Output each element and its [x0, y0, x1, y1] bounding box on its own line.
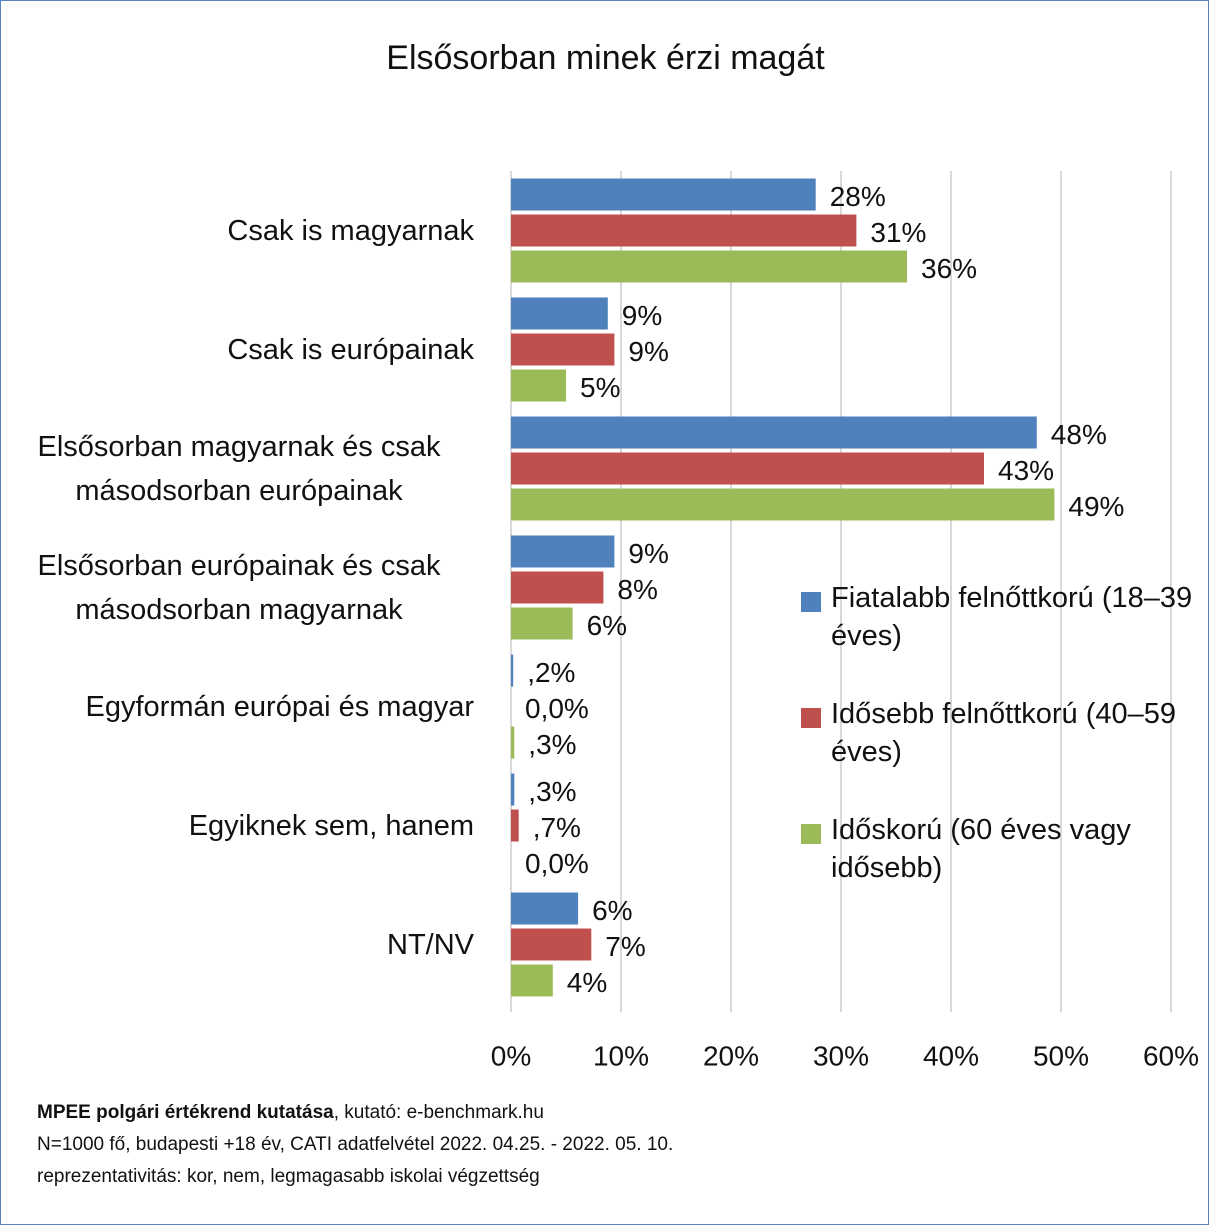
data-label: ,7%: [533, 812, 581, 843]
data-label: 7%: [605, 931, 645, 962]
bar: [511, 809, 519, 842]
data-label: 49%: [1068, 491, 1124, 522]
category-label: NT/NV: [4, 885, 474, 1004]
category-text: Csak is magyarnak: [227, 214, 474, 247]
bar: [511, 178, 816, 211]
legend-entry: Idősebb felnőttkorú (40–59 éves): [801, 695, 1201, 771]
data-label: ,3%: [528, 729, 576, 760]
bar: [511, 369, 566, 402]
data-label: ,3%: [528, 776, 576, 807]
bar: [511, 571, 604, 604]
data-label: 36%: [921, 253, 977, 284]
data-label: 31%: [870, 217, 926, 248]
category-label: Egyformán európai és magyar: [4, 647, 474, 766]
legend-label: Fiatalabb felnőttkorú (18–39 éves): [831, 582, 1193, 652]
category-label: Csak is európainak: [4, 290, 474, 409]
x-tick-label: 20%: [703, 1040, 759, 1071]
source: MPEE polgári értékrend kutatása, kutató:…: [37, 1097, 673, 1129]
category-label: Csak is magyarnak: [4, 171, 474, 290]
category-text: Egyformán európai és magyar: [85, 690, 474, 723]
data-label: 6%: [587, 610, 627, 641]
bar: [511, 333, 615, 366]
source-bold: MPEE polgári értékrend kutatása: [37, 1102, 334, 1123]
bar: [511, 214, 857, 247]
bar: [511, 964, 553, 997]
legend-swatch: [801, 592, 821, 612]
category-label: Egyiknek sem, hanem: [4, 766, 474, 885]
data-label: 6%: [592, 895, 632, 926]
bar: [511, 726, 515, 759]
category-label: Elsősorban európainak és csak másodsorba…: [4, 528, 474, 647]
bar: [511, 928, 592, 961]
bar: [511, 892, 579, 925]
data-label: 48%: [1051, 419, 1107, 450]
x-tick-label: 40%: [923, 1040, 979, 1071]
note: N=1000 fő, budapesti +18 év, CATI adatfe…: [37, 1134, 674, 1155]
bar: [511, 250, 907, 283]
x-tick-label: 50%: [1033, 1040, 1089, 1071]
legend-swatch: [801, 708, 821, 728]
data-label: 43%: [998, 455, 1054, 486]
x-tick-label: 60%: [1143, 1040, 1199, 1071]
source-rest: , kutató: e-benchmark.hu: [333, 1102, 544, 1123]
footer: MPEE polgári értékrend kutatása, kutató:…: [37, 1097, 673, 1193]
category-text: Csak is európainak: [227, 333, 474, 366]
data-label: 0,0%: [525, 693, 589, 724]
data-label: 9%: [622, 300, 662, 331]
x-tick-label: 0%: [491, 1040, 531, 1071]
data-label: 4%: [567, 967, 607, 998]
legend-label: Időskorú (60 éves vagy idősebb): [831, 814, 1131, 884]
legend-swatch: [801, 824, 821, 844]
chart-title: Elsősorban minek érzi magát: [386, 39, 825, 77]
data-label: 28%: [830, 181, 886, 212]
bar: [511, 488, 1055, 521]
data-label: 8%: [617, 574, 657, 605]
bar: [511, 607, 573, 640]
data-label: 9%: [628, 538, 668, 569]
bar: [511, 452, 984, 485]
bar: [511, 416, 1037, 449]
category-text: Elsősorban európainak és csak másodsorba…: [37, 549, 441, 626]
data-label: ,2%: [527, 657, 575, 688]
legend: Fiatalabb felnőttkorú (18–39 éves) Időseb…: [801, 579, 1201, 927]
data-label: 5%: [580, 372, 620, 403]
category-text: NT/NV: [387, 928, 474, 961]
category-label: Elsősorban magyarnak és csak másodsorban…: [4, 409, 474, 528]
bar: [511, 297, 608, 330]
legend-label: Idősebb felnőttkorú (40–59 éves): [831, 698, 1177, 768]
legend-entry: Időskorú (60 éves vagy idősebb): [801, 811, 1201, 887]
legend-entry: Fiatalabb felnőttkorú (18–39 éves): [801, 579, 1201, 655]
x-tick-label: 30%: [813, 1040, 869, 1071]
data-label: 0,0%: [525, 848, 589, 879]
x-tick-label: 10%: [593, 1040, 649, 1071]
category-text: Egyiknek sem, hanem: [188, 809, 474, 842]
bar: [511, 535, 615, 568]
note: reprezentativitás: kor, nem, legmagasabb…: [37, 1166, 540, 1187]
bar: [511, 654, 514, 687]
category-text: Elsősorban magyarnak és csak másodsorban…: [37, 430, 441, 507]
data-label: 9%: [628, 336, 668, 367]
bar: [511, 773, 515, 806]
